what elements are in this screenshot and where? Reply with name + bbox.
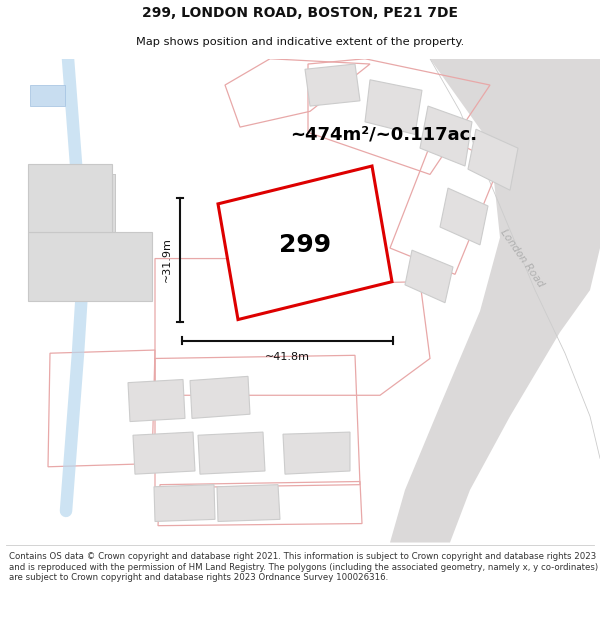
Polygon shape (133, 432, 195, 474)
Polygon shape (198, 432, 265, 474)
Polygon shape (365, 80, 422, 134)
Polygon shape (283, 432, 350, 474)
Polygon shape (468, 129, 518, 190)
Text: ~31.9m: ~31.9m (162, 237, 172, 282)
Polygon shape (154, 484, 215, 521)
Polygon shape (30, 174, 115, 238)
Text: ~474m²/~0.117ac.: ~474m²/~0.117ac. (290, 126, 477, 144)
Polygon shape (28, 164, 112, 232)
Polygon shape (420, 106, 472, 166)
Text: 299: 299 (279, 233, 331, 257)
Polygon shape (305, 64, 360, 106)
Polygon shape (30, 174, 150, 301)
Text: ~41.8m: ~41.8m (265, 352, 310, 362)
Text: 299, LONDON ROAD, BOSTON, PE21 7DE: 299, LONDON ROAD, BOSTON, PE21 7DE (142, 6, 458, 20)
Text: London Road: London Road (499, 228, 545, 289)
Text: Map shows position and indicative extent of the property.: Map shows position and indicative extent… (136, 38, 464, 48)
Polygon shape (218, 166, 392, 319)
Polygon shape (217, 484, 280, 521)
Polygon shape (28, 232, 152, 301)
Polygon shape (190, 376, 250, 418)
Polygon shape (128, 379, 185, 421)
Polygon shape (440, 188, 488, 245)
Polygon shape (30, 85, 65, 106)
Text: Contains OS data © Crown copyright and database right 2021. This information is : Contains OS data © Crown copyright and d… (9, 552, 598, 582)
Polygon shape (405, 250, 453, 302)
Polygon shape (390, 59, 600, 542)
